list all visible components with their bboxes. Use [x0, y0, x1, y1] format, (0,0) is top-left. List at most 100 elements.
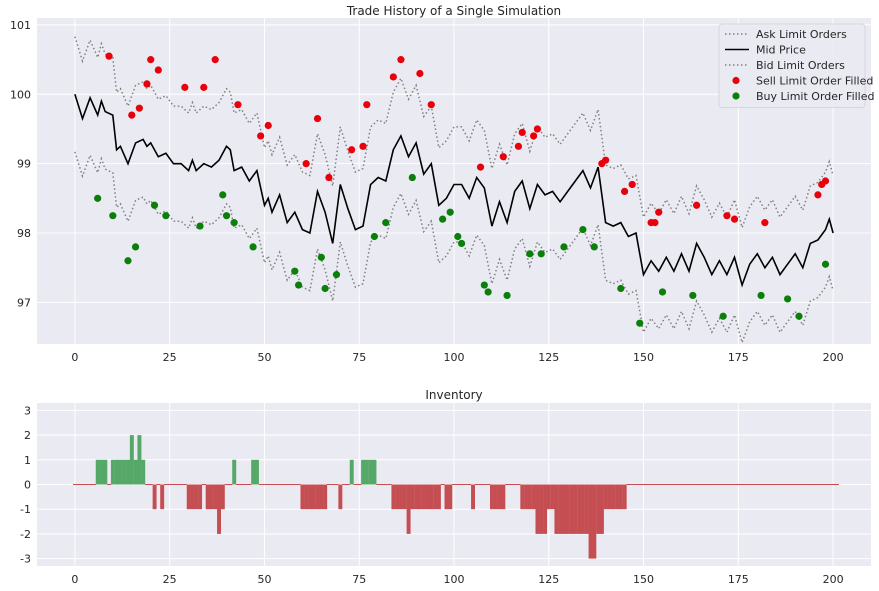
legend: Ask Limit Orders Mid Price Bid Limit Order… — [718, 23, 875, 108]
inventory-bar — [505, 484, 510, 485]
inventory-bar — [497, 484, 502, 510]
inventory-bar — [273, 484, 278, 485]
buy-fill-point — [636, 319, 644, 327]
inventory-bar — [167, 484, 172, 485]
sell-fill-point — [348, 146, 356, 154]
inventory-bar — [588, 484, 593, 559]
ask-limit-orders-line — [74, 36, 834, 230]
buy-fill-point — [719, 312, 727, 320]
buy-fill-point — [332, 271, 341, 279]
inventory-x-tick-label: 25 — [163, 573, 177, 586]
sell-fill-point — [655, 208, 663, 216]
inventory-x-tick-label: 50 — [257, 573, 271, 586]
inventory-bar — [789, 484, 794, 485]
inventory-bar — [175, 484, 180, 485]
buy-fill-point — [249, 243, 257, 251]
inventory-bar — [361, 459, 366, 485]
inventory-bar — [277, 484, 282, 485]
inventory-bar — [455, 484, 460, 485]
inventory-bar — [417, 484, 422, 510]
price-y-tick-label: 98 — [17, 227, 31, 240]
inventory-bar — [327, 484, 331, 485]
inventory-bar — [834, 484, 839, 485]
sell-fill-point — [359, 142, 367, 150]
inventory-bar — [664, 484, 669, 485]
buy-fill-point — [821, 260, 830, 268]
inventory-bar — [300, 484, 305, 510]
inventory-y-tick-label: 3 — [24, 404, 31, 417]
inventory-bar — [239, 484, 244, 485]
buy-fill-point — [689, 291, 697, 300]
inventory-bar — [603, 484, 608, 510]
inventory-chart-title: Inventory — [425, 388, 482, 402]
inventory-bar — [334, 484, 339, 485]
inventory-bar — [584, 484, 589, 534]
inventory-bar — [804, 484, 809, 485]
price-y-tick-label: 101 — [10, 19, 31, 32]
sell-fill-point — [135, 104, 143, 112]
inventory-bar — [713, 484, 718, 485]
price-chart-title: Trade History of a Single Simulation — [346, 4, 561, 18]
buy-fill-point — [457, 239, 466, 248]
sell-fill-point — [363, 101, 371, 109]
inventory-bar — [653, 484, 657, 485]
buy-fill-point — [439, 215, 447, 223]
inventory-bar — [406, 484, 411, 534]
inventory-bar — [349, 459, 354, 485]
inventory-x-tick-label: 150 — [633, 573, 654, 586]
inventory-bar — [490, 484, 494, 510]
sell-fill-point — [416, 69, 424, 78]
inventory-bar — [110, 459, 115, 485]
legend-label: Buy Limit Order Filled — [756, 90, 875, 103]
inventory-bar — [345, 484, 350, 485]
sell-fill-point — [514, 142, 523, 150]
bid-limit-orders-line — [74, 151, 834, 346]
inventory-bar — [383, 484, 388, 485]
inventory-bar — [304, 484, 309, 510]
inventory-bar — [626, 484, 631, 485]
inventory-bar — [800, 484, 805, 485]
inventory-bar — [831, 484, 836, 485]
inventory-bar — [531, 484, 536, 510]
inventory-bar — [512, 484, 517, 485]
sell-fill-point — [313, 114, 322, 123]
inventory-bar — [516, 484, 521, 485]
inventory-bar — [558, 484, 563, 534]
price-y-tick-labels: 97 98 99 100 101 — [10, 19, 31, 309]
inventory-bar — [80, 484, 85, 485]
inventory-bar — [429, 484, 434, 510]
inventory-bar — [755, 484, 760, 485]
inventory-bar — [402, 484, 407, 510]
buy-fill-point — [537, 250, 545, 258]
price-x-tick-label: 100 — [444, 351, 465, 364]
inventory-bar — [436, 484, 441, 510]
inventory-bar — [546, 484, 551, 510]
inventory-bar — [145, 484, 149, 485]
inventory-x-tick-labels: 0 25 50 75 100 125 150 175 200 — [71, 573, 843, 586]
inventory-bar — [508, 484, 513, 485]
buy-fill-point — [784, 295, 792, 303]
buy-fill-point — [317, 253, 325, 261]
inventory-bar — [452, 484, 457, 485]
inventory-bar — [213, 484, 218, 510]
inventory-bar — [747, 484, 752, 485]
inventory-bar — [543, 484, 548, 534]
inventory-bar — [194, 484, 199, 510]
inventory-bar — [247, 484, 252, 485]
inventory-bar — [148, 484, 153, 485]
legend-marker — [732, 76, 740, 85]
sell-fill-point — [211, 56, 219, 64]
inventory-bar — [709, 484, 714, 485]
inventory-bar — [91, 484, 96, 485]
sell-fill-point — [234, 101, 242, 109]
buy-fill-point — [408, 173, 416, 182]
inventory-bar — [107, 484, 112, 485]
price-x-tick-label: 150 — [633, 351, 654, 364]
inventory-bar — [205, 484, 210, 510]
inventory-bar — [823, 484, 828, 485]
inventory-bar — [478, 484, 483, 485]
sell-fill-point — [154, 66, 162, 74]
inventory-bar — [702, 484, 707, 485]
inventory-x-tick-label: 200 — [823, 573, 844, 586]
inventory-bar — [728, 484, 733, 485]
